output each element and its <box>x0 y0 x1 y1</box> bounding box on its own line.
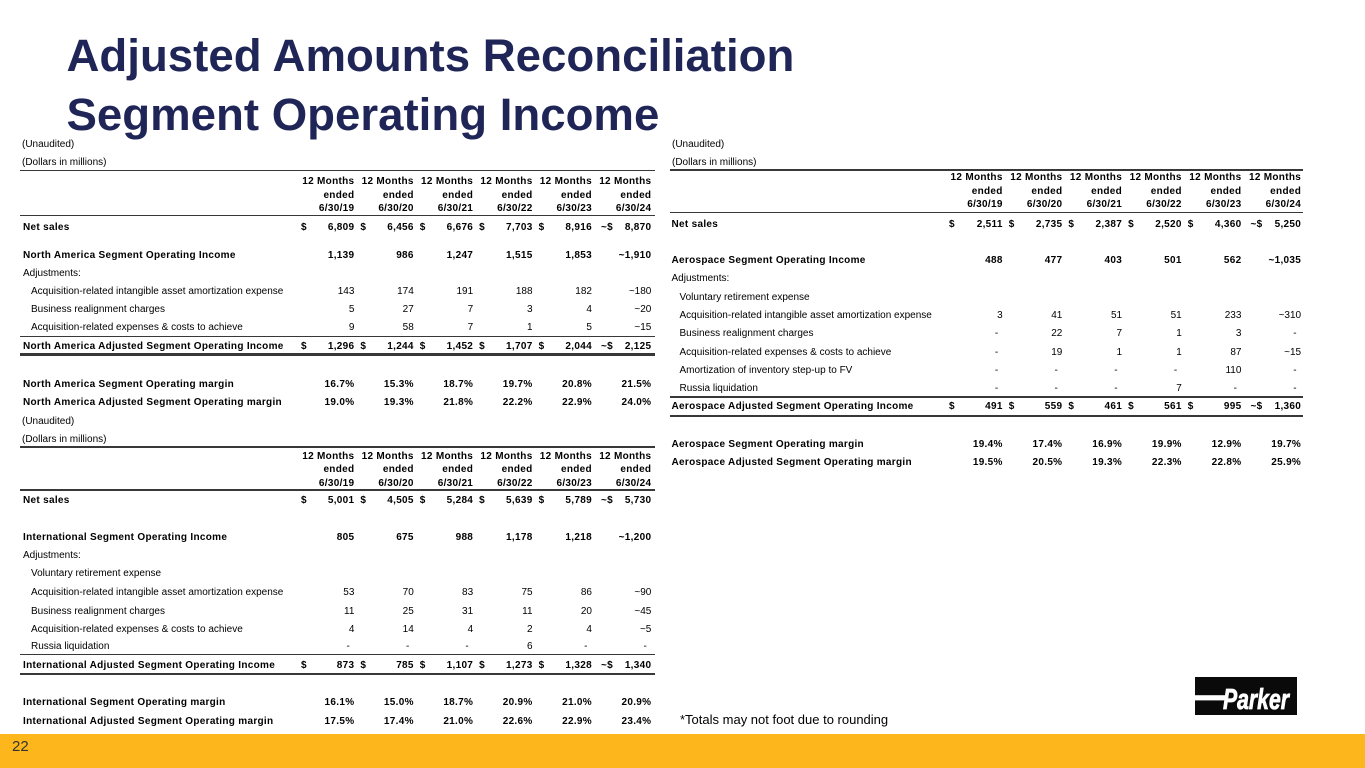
svg-text:Parker: Parker <box>1223 684 1290 715</box>
